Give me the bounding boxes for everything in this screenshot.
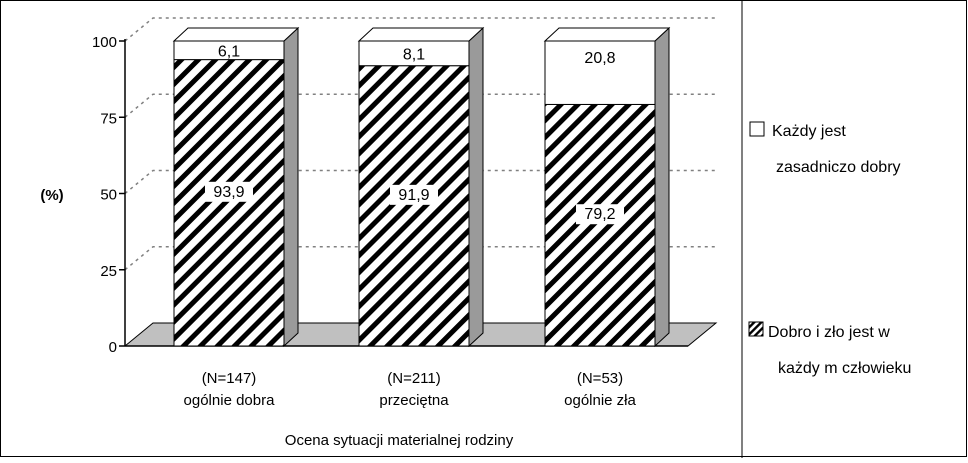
bar-white [173, 40, 285, 61]
data-label-hatched: 93,9 [213, 184, 244, 201]
category-label-n: (N=53) [577, 370, 623, 387]
bar-side [468, 26, 484, 348]
legend-label-hatched-line1: Dobro i zło jest w [768, 324, 890, 341]
bar-top [543, 27, 671, 42]
bar-hatched [173, 59, 285, 347]
category-label: ogólnie zła [564, 392, 636, 409]
bar-hatched [544, 103, 656, 347]
y-tick-label: 0 [109, 339, 117, 356]
legend-swatch-white [749, 121, 765, 137]
data-label-white: 6,1 [218, 43, 240, 60]
gridline [124, 93, 716, 118]
y-tick-label: 50 [100, 187, 117, 204]
data-label-white: 8,1 [403, 46, 425, 63]
gridline [124, 169, 716, 195]
data-label-bg [576, 204, 624, 225]
gridline [124, 246, 716, 271]
y-axis-title: (%) [40, 187, 63, 204]
data-label-white: 20,8 [584, 50, 615, 67]
category-label: przeciętna [379, 392, 449, 409]
y-tick-label: 25 [100, 263, 117, 280]
category-label-n: (N=147) [202, 370, 257, 387]
data-label-hatched: 79,2 [584, 206, 615, 223]
bar-top [357, 27, 485, 42]
legend-label-white-line1: Każdy jest [772, 123, 846, 140]
x-axis-title: Ocena sytuacji materialnej rodziny [285, 432, 514, 449]
y-tick-label: 100 [92, 34, 117, 51]
bar-hatched [358, 65, 470, 347]
legend-label-hatched-line2: każdy m człowieku [778, 360, 911, 377]
legend-swatch-hatched [748, 321, 764, 337]
bar-white [544, 40, 656, 105]
y-tick-label: 75 [100, 110, 117, 127]
gridline [124, 17, 716, 42]
bar-top [172, 27, 300, 42]
data-label-hatched: 91,9 [398, 187, 429, 204]
category-label-n: (N=211) [387, 370, 441, 387]
data-label-bg [205, 181, 253, 202]
data-label-bg [390, 184, 438, 205]
category-label: ogólnie dobra [184, 392, 276, 409]
bar-white [358, 40, 470, 67]
bar-side [283, 26, 299, 348]
legend-label-white-line2: zasadniczo dobry [776, 159, 901, 176]
bar-side [654, 26, 670, 348]
legend: Każdy jest zasadniczo dobry Dobro i zło … [748, 121, 911, 377]
